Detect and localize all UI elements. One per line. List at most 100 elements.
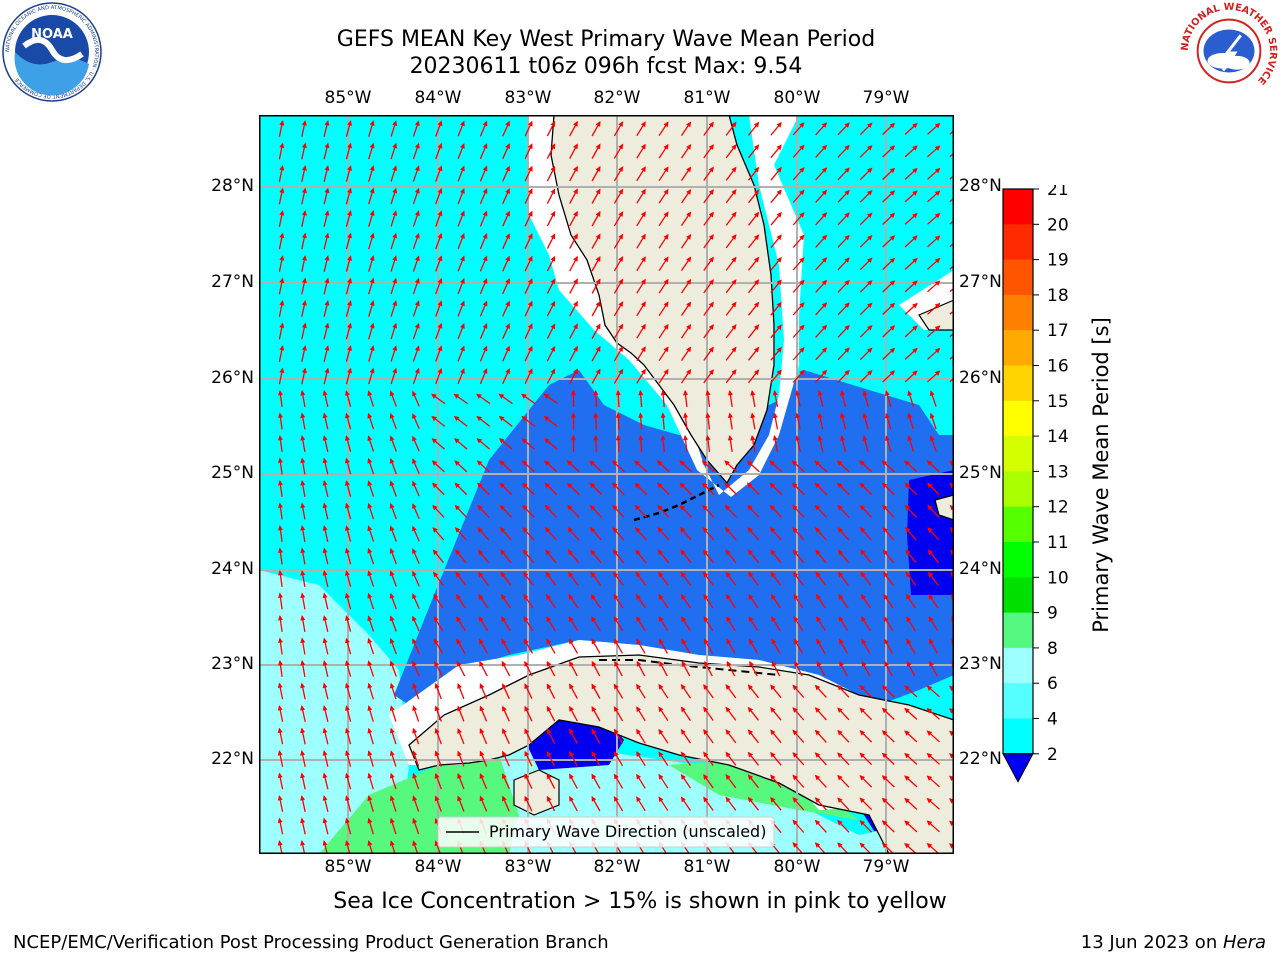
wave-arrow-head <box>866 347 873 354</box>
andros-island <box>934 494 954 521</box>
wave-arrow-head <box>546 705 552 712</box>
wave-arrow-head <box>482 368 488 374</box>
wave-arrow-head <box>866 212 873 219</box>
wave-arrow-head <box>912 122 918 129</box>
wave-arrow-head <box>658 593 664 600</box>
wave-arrow-head <box>412 727 418 734</box>
wave-arrow-head <box>663 346 669 353</box>
colorbar-segment <box>1003 224 1033 261</box>
wave-arrow-head <box>344 570 350 576</box>
wave-arrow-head <box>369 187 375 194</box>
wave-arrow-head <box>794 660 799 667</box>
wave-arrow-head <box>301 142 307 149</box>
wave-arrow-head <box>792 819 798 826</box>
wave-arrow-head <box>702 527 708 533</box>
wave-arrow-head <box>367 570 373 577</box>
wave-arrow-head <box>614 660 619 667</box>
wave-arrow-head <box>412 413 417 419</box>
wave-arrow-head <box>345 817 350 824</box>
wave-arrow-head <box>791 460 798 466</box>
wave-arrow-head <box>658 683 664 690</box>
wave-arrow-head <box>815 549 821 556</box>
wave-arrow-head <box>389 502 395 509</box>
wave-arrow-head <box>437 255 443 262</box>
wave-arrow-head <box>432 549 439 556</box>
wave-arrow-head <box>724 460 730 466</box>
wave-arrow-head <box>301 120 307 126</box>
wave-arrow-head <box>889 370 896 376</box>
wave-arrow-head <box>322 817 328 824</box>
wave-arrow-head <box>546 683 552 690</box>
wave-arrow-head <box>279 187 285 194</box>
wave-arrow-head <box>344 547 350 554</box>
wave-arrow-head <box>589 504 596 511</box>
wave-arrow-head <box>705 389 711 396</box>
wave-arrow-head <box>883 638 889 645</box>
wave-arrow-head <box>367 705 373 712</box>
wave-arrow-head <box>814 527 821 533</box>
wave-arrow-head <box>431 460 438 466</box>
wave-arrow-head <box>347 322 352 329</box>
wave-arrow-head <box>590 593 596 600</box>
latitude-label: 22°N <box>959 749 1002 769</box>
wave-arrow-head <box>367 390 373 397</box>
wave-arrow-head <box>769 504 776 511</box>
wave-arrow-head <box>708 121 714 128</box>
wave-arrow-head <box>527 345 533 352</box>
wave-arrow-head <box>663 278 669 285</box>
wave-arrow-head <box>837 729 843 736</box>
wave-arrow-head <box>836 482 843 489</box>
wave-arrow-head <box>499 482 506 489</box>
wave-arrow-head <box>634 527 641 533</box>
wave-arrow-head <box>934 347 941 354</box>
wave-arrow-head <box>322 772 328 779</box>
latitude-label: 25°N <box>211 463 254 483</box>
wave-arrow-head <box>793 571 799 578</box>
map-legend: Primary Wave Direction (unscaled) <box>437 816 775 848</box>
wave-arrow-head <box>771 616 777 623</box>
wave-arrow-head <box>369 255 375 262</box>
wave-arrow-head <box>477 527 483 533</box>
wave-arrow-head <box>437 277 443 284</box>
wave-arrow-head <box>663 211 669 218</box>
wave-arrow-head <box>753 279 760 285</box>
wave-arrow-head <box>816 638 822 645</box>
wave-arrow-head <box>389 412 395 419</box>
wave-arrow-head <box>434 772 440 779</box>
wave-arrow-head <box>776 234 782 241</box>
wave-arrow-head <box>389 727 395 734</box>
wave-arrow-head <box>433 616 439 623</box>
wave-arrow-head <box>595 233 601 240</box>
wave-arrow-head <box>499 460 505 466</box>
wave-arrow-head <box>437 322 443 329</box>
wave-arrow-head <box>680 728 686 735</box>
wave-arrow-head <box>821 122 828 128</box>
wave-arrow-head <box>277 840 283 846</box>
wave-arrow-head <box>658 638 664 645</box>
wave-arrow-head <box>679 504 686 511</box>
wave-arrow-head <box>815 593 821 600</box>
wave-arrow-head <box>776 324 782 331</box>
wave-arrow-head <box>478 571 484 578</box>
wave-arrow-head <box>753 166 760 173</box>
wave-arrow-head <box>618 323 624 330</box>
colorbar-tick-label: 11 <box>1047 533 1069 553</box>
wave-arrow-head <box>889 347 896 354</box>
wave-arrow-head <box>500 571 506 578</box>
colorbar-segment <box>1003 506 1033 543</box>
colorbar-tick-label: 19 <box>1047 251 1069 271</box>
wave-arrow-head <box>934 235 941 241</box>
wave-arrow-head <box>746 482 753 489</box>
colorbar-tick-label: 20 <box>1047 215 1069 235</box>
wave-arrow-head <box>634 482 641 489</box>
latitude-label: 22°N <box>211 749 254 769</box>
wave-arrow-head <box>859 684 866 691</box>
wave-arrow-head <box>412 480 417 487</box>
wave-arrow-head <box>544 527 551 533</box>
wave-arrow-head <box>663 256 669 263</box>
wave-arrow-head <box>686 143 692 150</box>
wave-arrow-head <box>412 705 418 712</box>
noaa-logo: NOAA NATIONAL OCEANIC AND ATMOSPHERIC AD… <box>2 2 102 106</box>
wave-arrow-head <box>912 257 918 264</box>
wave-arrow-head <box>792 707 798 713</box>
